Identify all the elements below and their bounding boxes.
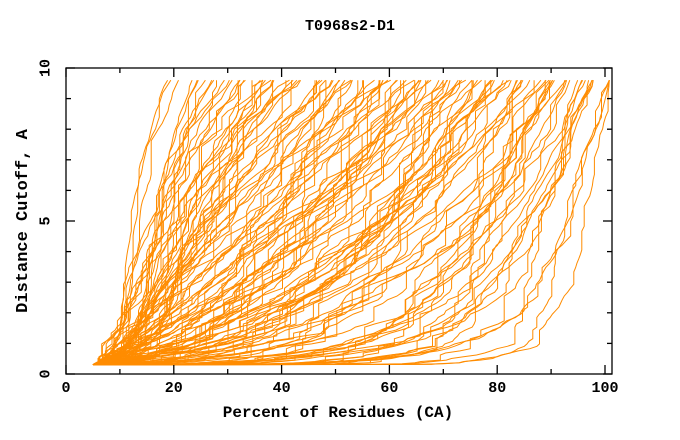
model-curve [92, 79, 415, 366]
model-curve [92, 80, 473, 366]
model-curve [92, 79, 389, 366]
model-curve [92, 79, 593, 366]
model-curve [92, 79, 375, 366]
model-curve [92, 80, 364, 366]
model-curve [92, 80, 448, 366]
model-curve [92, 80, 359, 366]
model-curve [92, 79, 445, 366]
model-curve [92, 79, 272, 366]
x-axis-title: Percent of Residues (CA) [223, 404, 453, 422]
model-curve [92, 80, 610, 366]
x-tick-label: 40 [273, 380, 291, 397]
chart-title: T0968s2-D1 [305, 18, 395, 35]
model-curve [92, 80, 253, 366]
model-curve [92, 79, 478, 366]
model-curve [92, 80, 451, 366]
model-curve [92, 80, 264, 366]
model-curve [92, 79, 547, 366]
model-curve [92, 80, 217, 366]
model-curve [92, 79, 550, 366]
x-tick-label: 100 [591, 380, 618, 397]
model-curve [92, 80, 610, 366]
model-curve [92, 80, 535, 366]
model-curve [92, 80, 583, 366]
model-curve [92, 80, 610, 366]
model-curve [92, 80, 522, 366]
plot-frame [65, 67, 613, 375]
x-tick-label: 0 [61, 380, 70, 397]
model-curve [92, 80, 566, 366]
model-curve [92, 80, 384, 366]
model-curve [92, 79, 230, 366]
tick-labels: 0 20 40 60 80 100 0 5 10 [37, 59, 618, 397]
model-curve [92, 79, 429, 366]
model-curve [92, 80, 586, 366]
model-curve [92, 80, 353, 366]
model-curve [92, 80, 571, 366]
model-curve [92, 79, 321, 366]
model-curve [92, 79, 510, 366]
y-axis-title: Distance Cutoff, A [14, 128, 33, 312]
model-curve [92, 79, 508, 366]
model-curve [92, 80, 568, 366]
model-curve [92, 80, 594, 366]
model-curve [92, 79, 554, 366]
y-tick-label: 10 [37, 59, 54, 77]
model-curve [92, 79, 518, 366]
model-curve [92, 79, 584, 366]
y-tick-label: 0 [37, 369, 54, 378]
model-curve [92, 80, 517, 366]
model-curve [92, 79, 266, 366]
model-curve [92, 80, 317, 366]
x-tick-label: 60 [380, 380, 398, 397]
model-curve [92, 79, 334, 366]
model-curve [92, 79, 567, 366]
model-curves [92, 79, 610, 366]
model-curve [92, 79, 392, 366]
model-curve [92, 79, 555, 366]
model-curve [92, 79, 341, 366]
model-curve [92, 80, 551, 366]
model-curve [92, 80, 593, 366]
model-curve [92, 80, 405, 366]
model-curve [92, 79, 494, 366]
y-tick-label: 5 [37, 216, 54, 225]
model-curve [92, 79, 542, 366]
x-tick-label: 20 [165, 380, 183, 397]
model-curve [92, 79, 504, 366]
x-tick-label: 80 [488, 380, 506, 397]
model-curve [92, 79, 333, 366]
model-curve [92, 79, 432, 366]
model-curve [92, 80, 380, 366]
model-curve [92, 80, 590, 366]
